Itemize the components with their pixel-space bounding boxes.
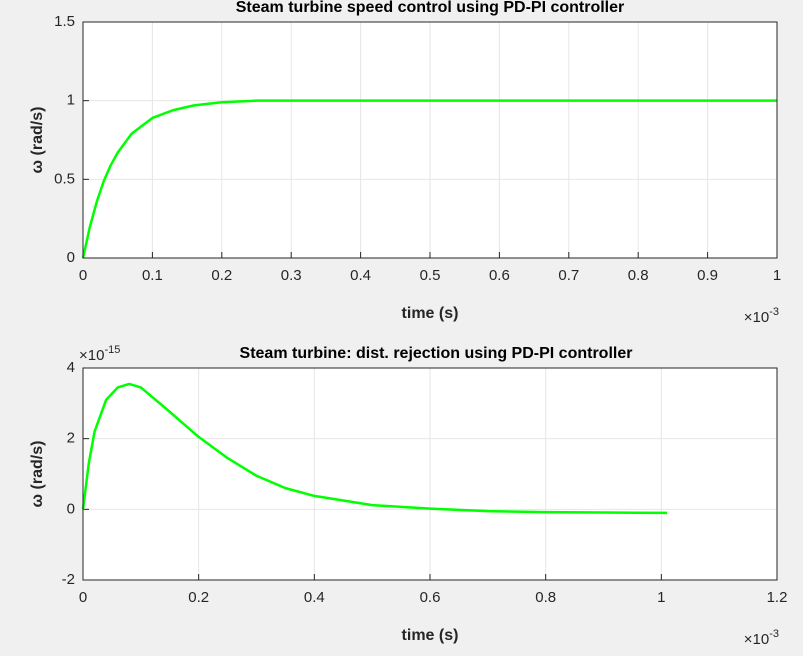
x-tick-label: 0.4 <box>304 589 325 606</box>
multiplier-exponent: -3 <box>769 628 779 640</box>
chart-title: Steam turbine: dist. rejection using PD-… <box>240 345 633 362</box>
x-tick-label: 0.5 <box>420 267 441 284</box>
x-tick-label: 0.7 <box>558 267 579 284</box>
x-tick-label: 0.6 <box>420 589 441 606</box>
x-tick-label: 0.8 <box>628 267 649 284</box>
y-tick-label: 1 <box>67 92 75 109</box>
axis-multiplier: ×10-3 <box>744 628 779 648</box>
x-tick-label: 0.9 <box>697 267 718 284</box>
y-tick-label: -2 <box>62 571 75 588</box>
y-tick-label: 2 <box>67 430 75 447</box>
y-tick-label: 0.5 <box>54 170 75 187</box>
y-tick-label: 0 <box>67 500 75 517</box>
data-line <box>81 99 777 259</box>
x-axis-label: time (s) <box>402 305 459 322</box>
x-tick-label: 0.3 <box>281 267 302 284</box>
x-tick-label: 0.1 <box>142 267 163 284</box>
x-tick-label: 0.2 <box>188 589 209 606</box>
axis-multiplier: ×10-3 <box>744 306 779 326</box>
x-tick-label: 1.2 <box>767 589 788 606</box>
multiplier-base: ×10 <box>79 347 104 364</box>
data-line <box>81 382 668 515</box>
y-axis-label: ω (rad/s) <box>29 441 46 508</box>
x-tick-label: 0 <box>79 267 87 284</box>
chart-title: Steam turbine speed control using PD-PI … <box>236 0 625 16</box>
x-tick-label: 0.2 <box>211 267 232 284</box>
x-tick-label: 0 <box>79 589 87 606</box>
multiplier-exponent: -15 <box>104 344 120 356</box>
x-tick-label: 1 <box>773 267 781 284</box>
multiplier-base: ×10 <box>744 631 769 648</box>
y-tick-label: 1.5 <box>54 13 75 30</box>
y-axis-label: ω (rad/s) <box>29 107 46 174</box>
x-tick-label: 0.8 <box>535 589 556 606</box>
x-tick-label: 1 <box>657 589 665 606</box>
axes-box <box>82 367 778 581</box>
y-tick-label: 4 <box>67 359 75 376</box>
x-tick-label: 0.6 <box>489 267 510 284</box>
x-tick-label: 0.4 <box>350 267 371 284</box>
multiplier-base: ×10 <box>744 309 769 326</box>
y-tick-label: 0 <box>67 249 75 266</box>
x-axis-label: time (s) <box>402 627 459 644</box>
axis-multiplier: ×10-15 <box>79 344 120 364</box>
multiplier-exponent: -3 <box>769 306 779 318</box>
axes-box <box>82 21 778 259</box>
